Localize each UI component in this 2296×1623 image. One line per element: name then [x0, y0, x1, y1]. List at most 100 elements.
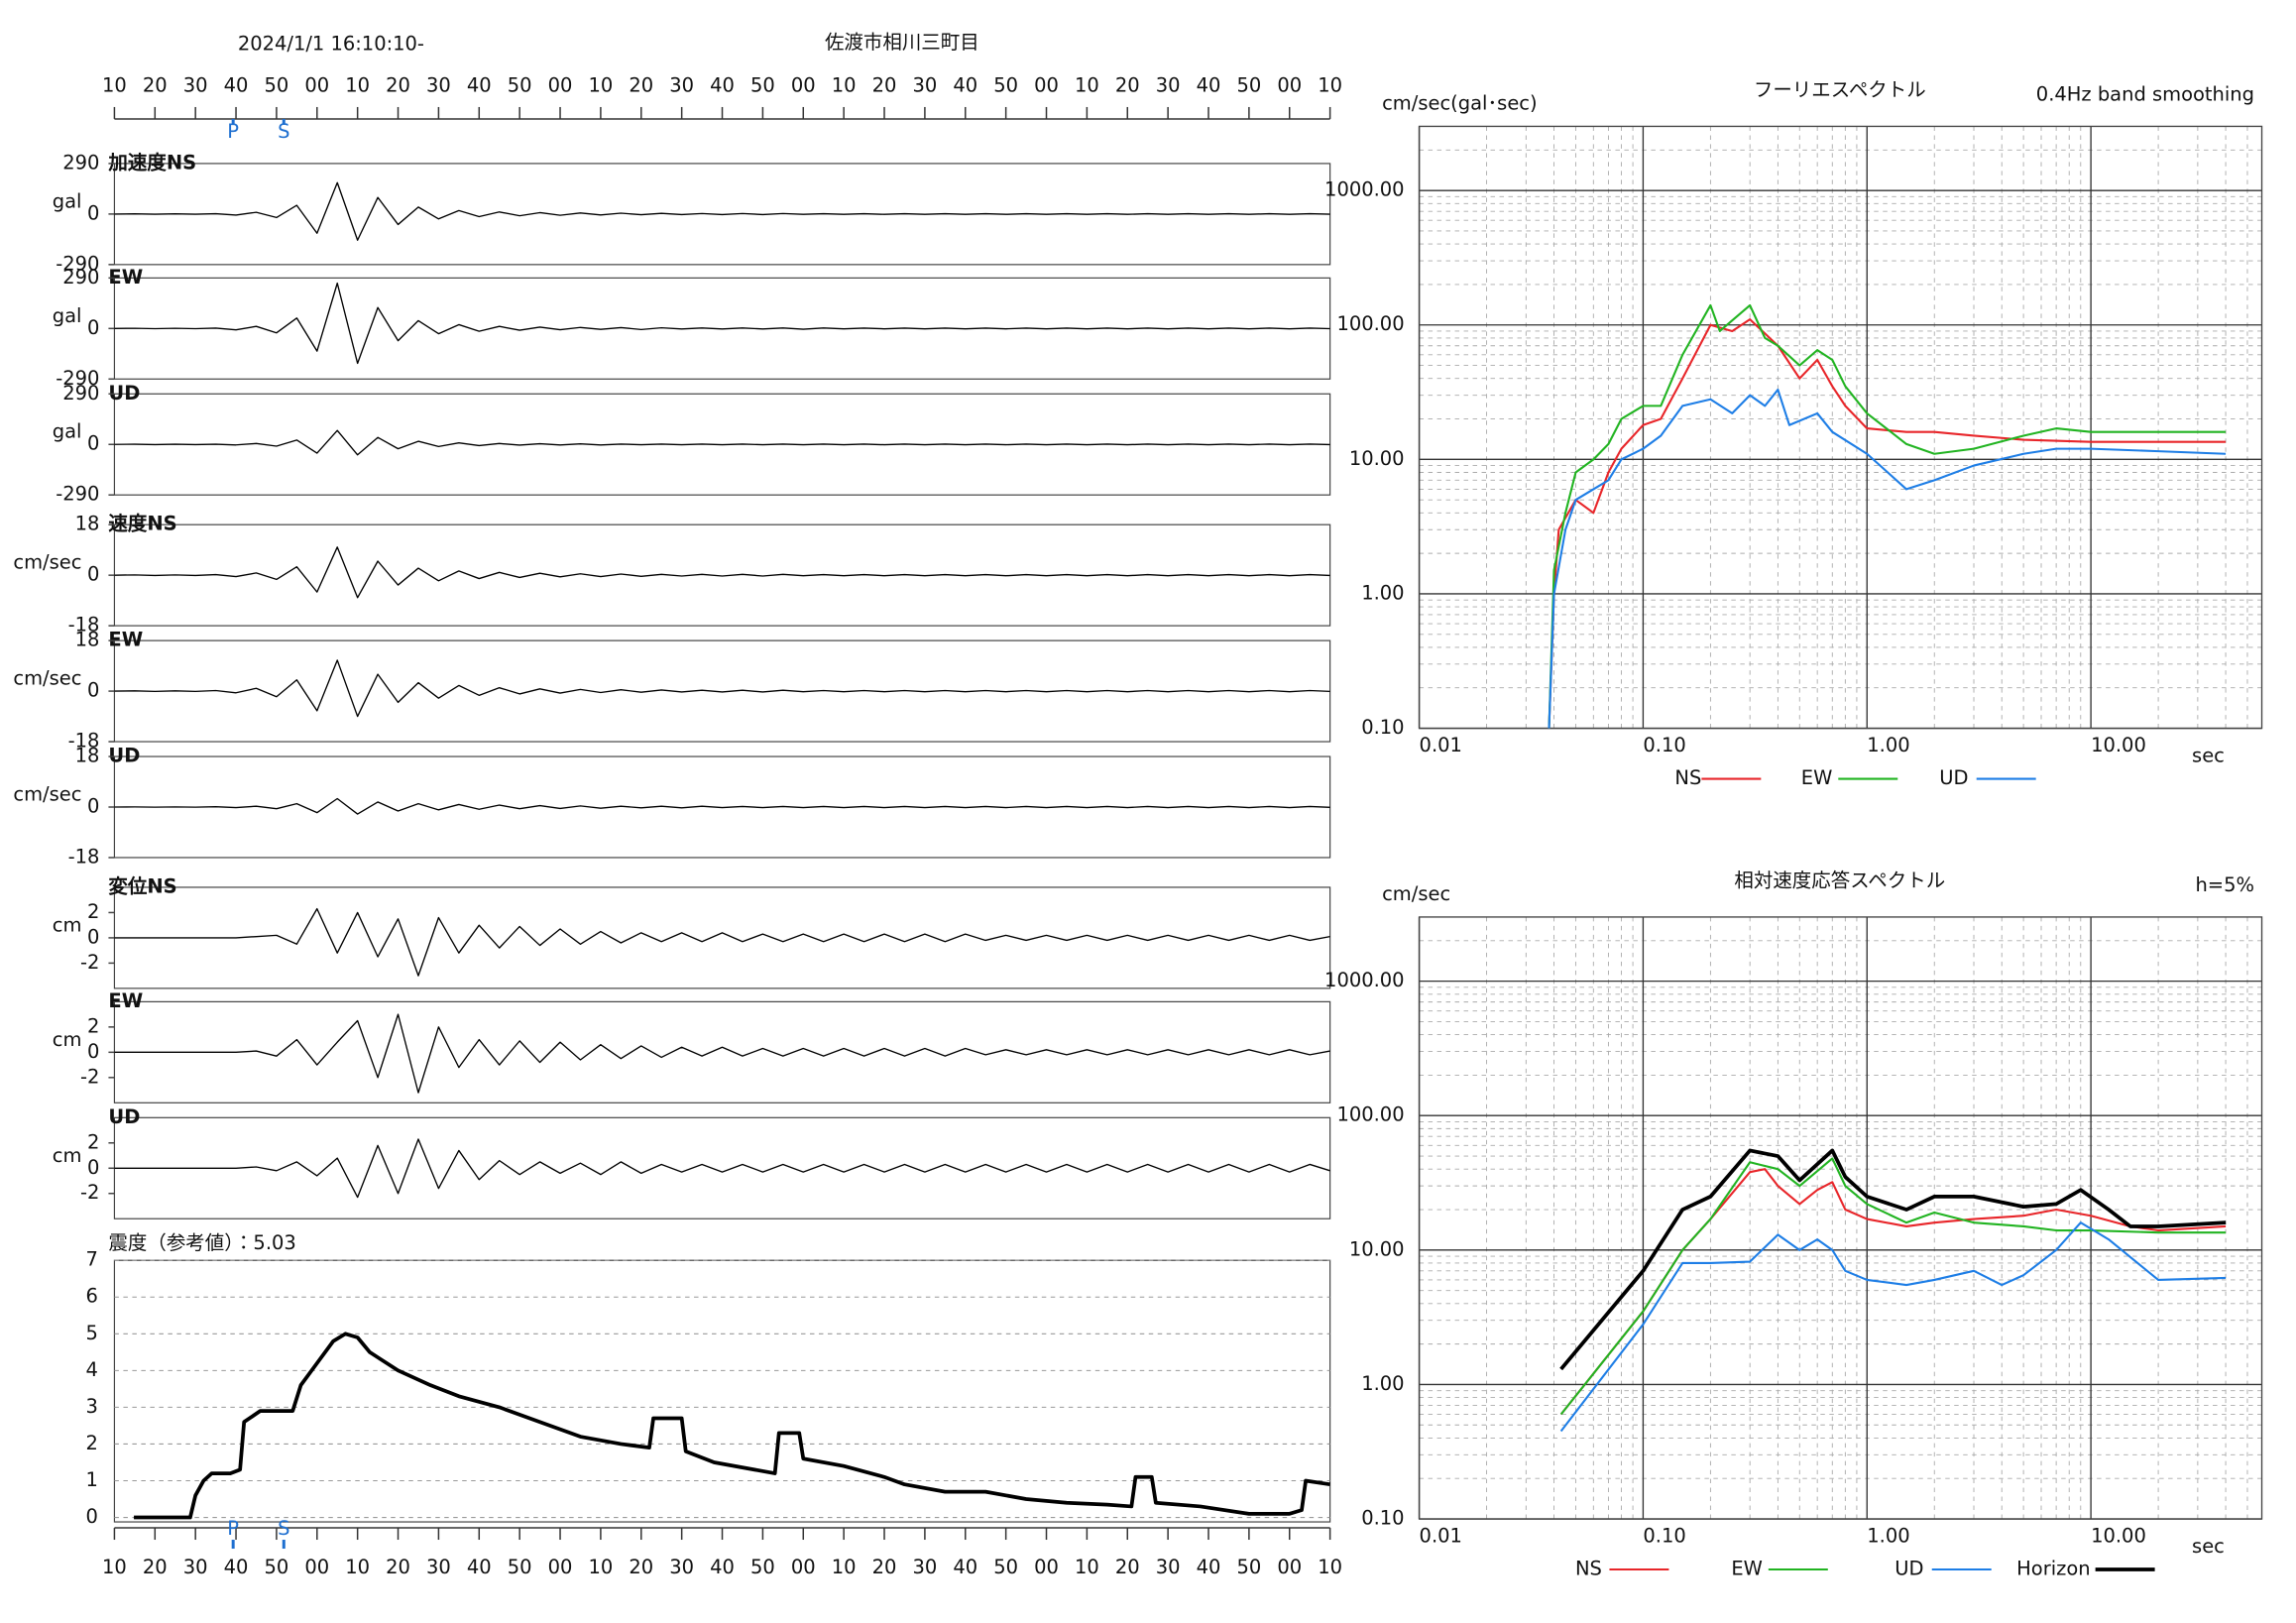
y-tick-label: -18: [68, 845, 100, 868]
x-tick-label: 00: [1034, 73, 1059, 96]
x-tick-label: 30: [1156, 1556, 1181, 1578]
trace-label: 変位NS: [108, 874, 176, 897]
x-tick-label: 50: [993, 73, 1018, 96]
trace: [114, 1013, 1330, 1094]
trace-label: EW: [108, 629, 143, 651]
trace-label: 速度NS: [108, 513, 176, 535]
trace-label: UD: [108, 1105, 140, 1128]
intensity-title: 震度（参考値）：5.03: [108, 1231, 295, 1254]
trace-label: 加速度NS: [107, 151, 196, 174]
legend-label: EW: [1801, 766, 1833, 789]
trace-unit: cm/sec: [13, 551, 81, 574]
x-tick-label: 1.00: [1867, 734, 1909, 756]
y-tick-label: -290: [56, 483, 99, 506]
y-axis-label: cm/sec(gal･sec): [1382, 91, 1538, 114]
x-tick-label: 0.10: [1643, 734, 1685, 756]
x-axis-label: sec: [2192, 1535, 2225, 1558]
phase-label: S: [278, 1517, 289, 1540]
y-tick-label: 290: [62, 266, 99, 289]
x-tick-label: 40: [467, 73, 492, 96]
legend-label: NS: [1674, 766, 1701, 789]
y-tick-label: 5: [86, 1322, 98, 1344]
x-tick-label: 10.00: [2091, 1525, 2146, 1548]
x-tick-label: 00: [304, 1556, 329, 1578]
x-tick-label: 00: [791, 1556, 816, 1578]
phase-label: P: [227, 120, 239, 143]
x-tick-label: 50: [750, 1556, 775, 1578]
y-tick-label: 7: [86, 1248, 98, 1271]
trace: [114, 429, 1330, 456]
spectrum-line: [1548, 303, 2227, 729]
y-tick-label: 2: [87, 1130, 99, 1153]
y-tick-label: -290: [56, 367, 99, 390]
x-tick-label: 50: [508, 73, 532, 96]
trace-unit: cm: [53, 1144, 82, 1167]
start-time: 2024/1/1 16:10:10-: [238, 33, 424, 56]
x-tick-label: 50: [508, 1556, 532, 1578]
x-tick-label: 00: [304, 73, 329, 96]
x-axis-label: sec: [2192, 745, 2225, 767]
y-tick-label: 0: [87, 1156, 99, 1179]
y-axis-label: cm/sec: [1382, 882, 1450, 905]
x-tick-label: 00: [791, 73, 816, 96]
trace: [114, 181, 1330, 241]
y-tick-label: 1000.00: [1324, 178, 1405, 201]
y-tick-label: 18: [75, 745, 100, 767]
y-tick-label: 0.10: [1361, 716, 1404, 739]
x-tick-label: 10: [589, 1556, 614, 1578]
trace: [114, 907, 1330, 977]
trace: [114, 797, 1330, 815]
x-tick-label: 40: [224, 73, 249, 96]
trace-unit: gal: [53, 189, 82, 212]
trace-frame: [113, 886, 1331, 989]
y-tick-label: 18: [75, 629, 100, 651]
x-tick-label: 10: [832, 1556, 857, 1578]
trace: [114, 659, 1330, 718]
spectrum-line: [1559, 1168, 2227, 1416]
trace-label: UD: [108, 382, 140, 405]
x-tick-label: 00: [1034, 1556, 1059, 1578]
y-tick-label: 0: [87, 925, 99, 948]
x-tick-label: 10: [832, 73, 857, 96]
x-tick-label: 20: [386, 1556, 410, 1578]
x-tick-label: 20: [143, 1556, 168, 1578]
phase-label: P: [227, 1517, 239, 1540]
y-tick-label: 290: [62, 382, 99, 405]
x-tick-label: 30: [426, 1556, 451, 1578]
x-tick-label: 00: [1277, 73, 1302, 96]
y-tick-label: 0: [87, 201, 99, 224]
x-tick-label: 30: [1156, 73, 1181, 96]
y-tick-label: -18: [68, 614, 100, 637]
x-tick-label: 30: [913, 1556, 938, 1578]
x-tick-label: 10: [1318, 1556, 1342, 1578]
y-tick-label: 0: [87, 563, 99, 586]
y-tick-label: 290: [62, 151, 99, 174]
x-tick-label: 1.00: [1867, 1525, 1909, 1548]
x-tick-label: 20: [872, 73, 897, 96]
x-tick-label: 20: [143, 73, 168, 96]
y-tick-label: 18: [75, 513, 100, 535]
x-tick-label: 10: [345, 1556, 370, 1578]
legend-label: UD: [1894, 1558, 1923, 1580]
y-tick-label: 0.10: [1361, 1507, 1404, 1530]
x-tick-label: 30: [669, 1556, 694, 1578]
legend-label: Horizon: [2016, 1558, 2090, 1580]
legend-label: EW: [1731, 1558, 1763, 1580]
x-tick-label: 10: [1075, 1556, 1099, 1578]
y-tick-label: 0: [87, 795, 99, 818]
chart-title: フーリエスペクトル: [1754, 78, 1926, 101]
y-tick-label: 1.00: [1361, 1372, 1404, 1395]
legend-label: UD: [1939, 766, 1968, 789]
plot-frame: [113, 1259, 1331, 1523]
y-tick-label: -18: [68, 730, 100, 753]
x-tick-label: 40: [1197, 1556, 1221, 1578]
plot-frame: [1418, 125, 2263, 730]
y-tick-label: 0: [87, 1040, 99, 1063]
x-tick-label: 10: [102, 1556, 127, 1578]
spectrum-line: [1548, 388, 2227, 729]
station-title: 佐渡市相川三町目: [825, 31, 979, 54]
trace: [114, 1138, 1330, 1199]
x-tick-label: 40: [710, 1556, 735, 1578]
y-tick-label: 1: [86, 1468, 98, 1491]
